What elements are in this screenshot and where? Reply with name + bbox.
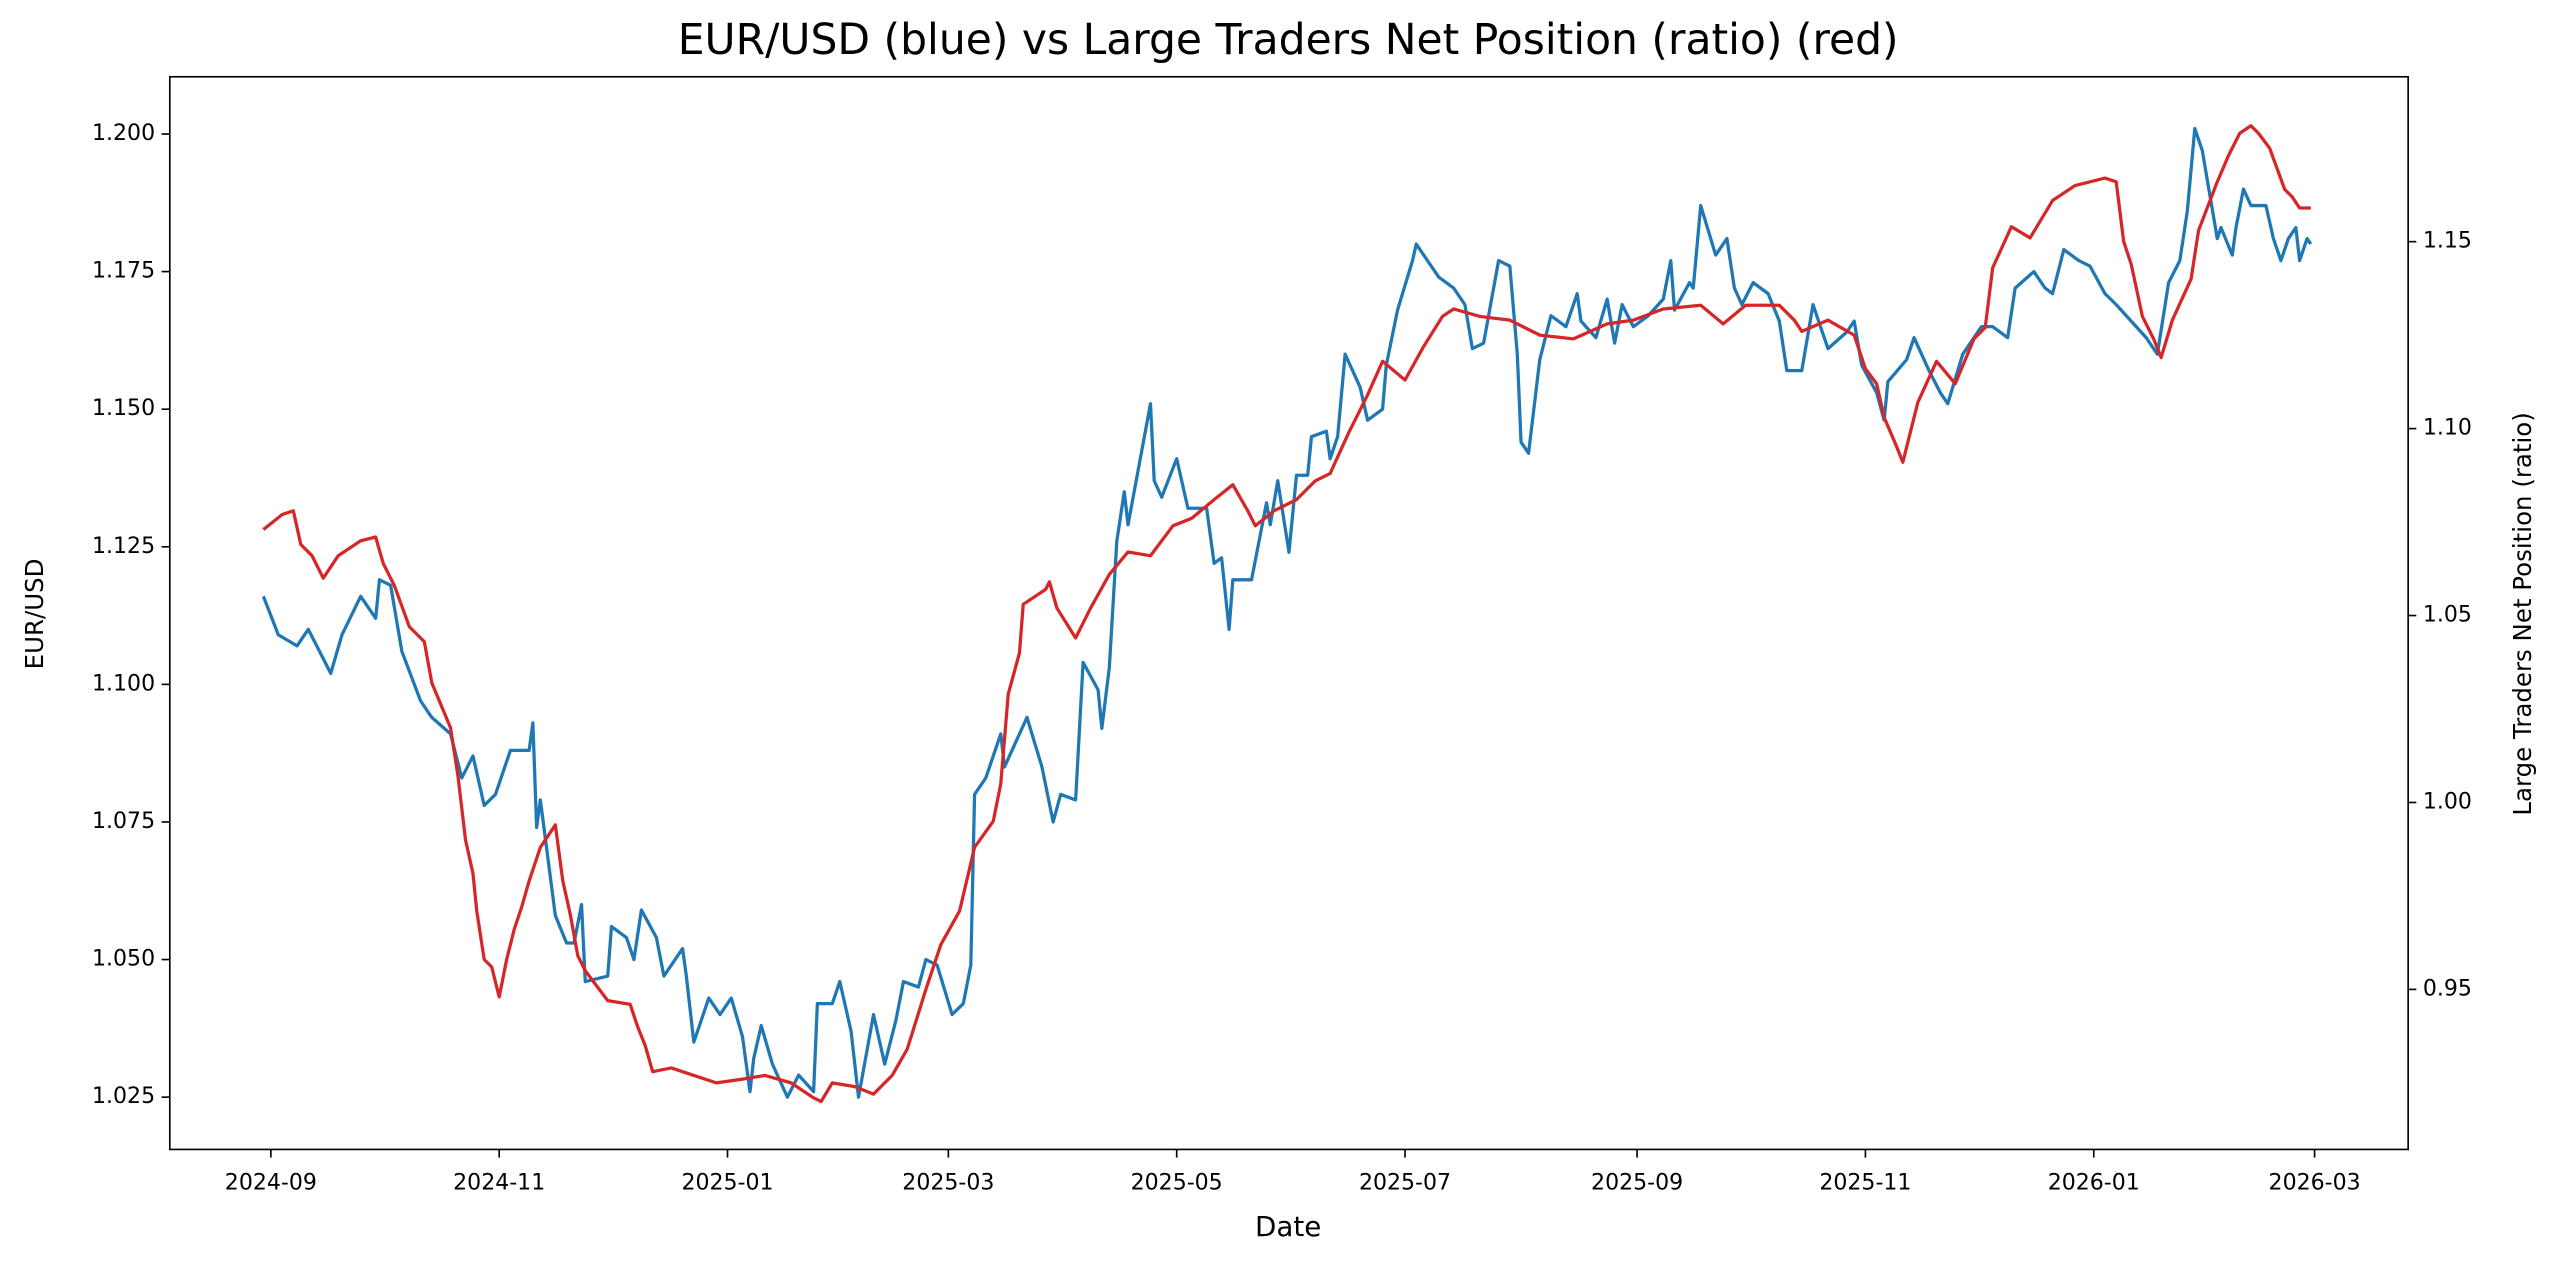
y-tick-label: 1.200 bbox=[92, 121, 155, 146]
x-tick-label: 2025-05 bbox=[1131, 1171, 1223, 1196]
x-tick-label: 2025-09 bbox=[1591, 1171, 1683, 1196]
y-tick-label: 1.025 bbox=[92, 1084, 155, 1109]
y-tick-label: 1.150 bbox=[92, 396, 155, 421]
y-tick-label: 1.075 bbox=[92, 809, 155, 834]
series-line bbox=[261, 126, 2313, 1099]
y2-tick-label: 1.15 bbox=[2423, 229, 2472, 254]
chart-title: EUR/USD (blue) vs Large Traders Net Posi… bbox=[678, 16, 1899, 65]
x-tick-label: 2025-01 bbox=[681, 1171, 773, 1196]
y-tick-label: 1.125 bbox=[92, 534, 155, 559]
x-tick-label: 2025-07 bbox=[1359, 1171, 1451, 1196]
y2-tick-label: 1.05 bbox=[2423, 603, 2472, 628]
x-axis-label: Date bbox=[1255, 1210, 1321, 1243]
plot-frame bbox=[168, 75, 2409, 1151]
y-axis-label: EUR/USD bbox=[20, 558, 49, 669]
y2-tick-label: 0.95 bbox=[2423, 976, 2472, 1001]
y-tick-label: 1.050 bbox=[92, 947, 155, 972]
y2-tick-label: 1.10 bbox=[2423, 416, 2472, 441]
y-tick-label: 1.175 bbox=[92, 259, 155, 284]
series-line bbox=[262, 124, 2311, 1104]
y2-tick-label: 1.00 bbox=[2423, 789, 2472, 814]
x-tick-label: 2025-03 bbox=[902, 1171, 994, 1196]
x-tick-label: 2026-01 bbox=[2048, 1171, 2140, 1196]
y-tick-label: 1.100 bbox=[92, 671, 155, 696]
x-tick-label: 2024-11 bbox=[453, 1171, 545, 1196]
y2-axis-label: Large Traders Net Position (ratio) bbox=[2508, 412, 2537, 815]
x-tick-label: 2026-03 bbox=[2269, 1171, 2361, 1196]
x-tick-label: 2025-11 bbox=[1819, 1171, 1911, 1196]
x-tick-label: 2024-09 bbox=[225, 1171, 317, 1196]
